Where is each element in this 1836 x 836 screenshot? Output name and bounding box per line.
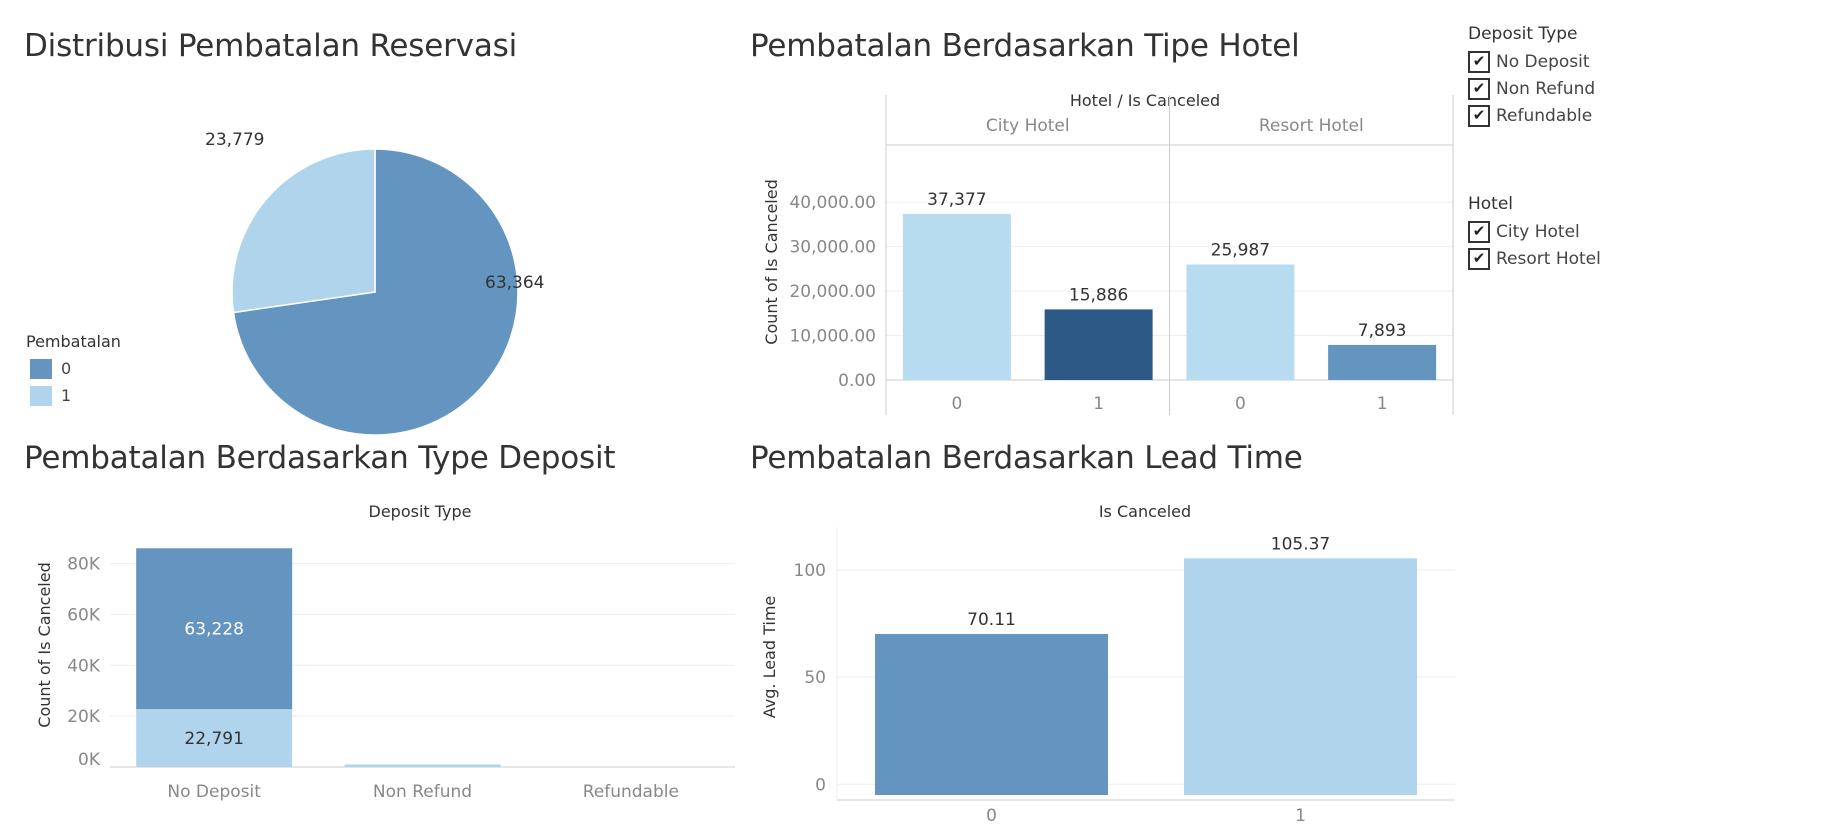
pie-chart: 63,364 23,779 [205,130,544,436]
hotel-bar-value-label: 37,377 [927,190,986,210]
legend-swatch-canceled [30,385,52,406]
checkbox-checked-icon[interactable]: ✔ [1468,247,1490,270]
filter-option-label: Resort Hotel [1496,248,1601,269]
filter-option-city-hotel[interactable]: ✔ City Hotel [1468,218,1601,245]
checkbox-checked-icon[interactable]: ✔ [1468,220,1490,243]
checkbox-checked-icon[interactable]: ✔ [1468,104,1490,127]
hotel-chart-header: Hotel / Is Canceled [1070,91,1220,110]
legend-title: Pembatalan [26,332,121,351]
lead-bar-value-label: 105.37 [1271,534,1330,554]
deposit-type-filter: Deposit Type ✔ No Deposit ✔ Non Refund ✔… [1468,24,1595,129]
hotel-bar-value-label: 7,893 [1358,321,1407,341]
deposit-bar-segment[interactable] [136,709,293,767]
deposit-bar-chart: Deposit Type Count of Is Canceled 0K 20K 4… [35,502,735,802]
hotel-x-tick-label: 1 [1377,394,1388,414]
legend-label: 1 [61,386,72,405]
lead-time-bar-chart: Is Canceled Avg. Lead Time 0 50 100 70.11 0 1… [760,502,1455,826]
hotel-y-axis-title: Count of Is Canceled [762,179,781,344]
pie-slice-canceled[interactable] [231,148,376,314]
deposit-y-tick-label: 0K [78,750,101,770]
filter-option-label: Refundable [1496,105,1593,126]
lead-y-tick-label: 0 [815,775,826,795]
filter-option-non-refund[interactable]: ✔ Non Refund [1468,75,1595,102]
legend-item-not-canceled[interactable]: 0 [26,355,121,382]
lead-x-tick-label: 1 [1295,806,1306,826]
deposit-bar-segment[interactable] [136,548,293,710]
filter-option-label: Non Refund [1496,78,1596,99]
hotel-filter: Hotel ✔ City Hotel ✔ Resort Hotel [1468,194,1601,272]
filter-option-resort-hotel[interactable]: ✔ Resort Hotel [1468,245,1601,272]
pie-legend: Pembatalan 0 1 [26,332,121,409]
filter-option-refundable[interactable]: ✔ Refundable [1468,102,1595,129]
hotel-x-tick-label: 1 [1093,394,1104,414]
lead-bar-value-label: 70.11 [967,610,1016,630]
lead-panel-title: Pembatalan Berdasarkan Lead Time [750,440,1303,476]
deposit-y-tick-label: 20K [67,707,101,727]
deposit-bar-value-label: 22,791 [184,729,243,749]
deposit-bar-value-label: 63,228 [184,620,243,640]
hotel-group-header: Resort Hotel [1259,116,1364,136]
pie-slice-label-canceled: 23,779 [205,130,264,150]
lead-bar[interactable] [875,633,1108,795]
deposit-y-tick-label: 80K [67,555,101,575]
deposit-y-tick-label: 60K [67,605,101,625]
filter-option-label: No Deposit [1496,51,1590,72]
hotel-bar[interactable] [1044,309,1153,380]
hotel-panel-title: Pembatalan Berdasarkan Tipe Hotel [750,28,1300,64]
deposit-y-axis-title: Count of Is Canceled [35,562,54,727]
hotel-bar[interactable] [1328,344,1437,380]
checkbox-checked-icon[interactable]: ✔ [1468,50,1490,73]
legend-swatch-not-canceled [30,358,52,379]
hotel-x-tick-label: 0 [1235,394,1246,414]
hotel-y-tick-label: 20,000.00 [789,282,876,302]
lead-chart-header: Is Canceled [1099,502,1191,521]
deposit-y-tick-label: 40K [67,656,101,676]
hotel-filter-title: Hotel [1468,194,1514,214]
hotel-bar[interactable] [1186,264,1295,380]
hotel-bar-value-label: 15,886 [1069,285,1128,305]
filter-option-label: City Hotel [1496,221,1580,242]
pie-panel-title: Distribusi Pembatalan Reservasi [24,28,517,64]
lead-x-tick-label: 0 [986,806,997,826]
checkbox-checked-icon[interactable]: ✔ [1468,77,1490,100]
hotel-group-header: City Hotel [986,116,1070,136]
hotel-x-tick-label: 0 [951,394,962,414]
deposit-x-tick-label: Non Refund [373,782,472,802]
lead-y-axis-title: Avg. Lead Time [760,596,779,718]
hotel-y-tick-label: 40,000.00 [789,193,876,213]
deposit-bar-segment[interactable] [344,764,501,767]
hotel-y-tick-label: 30,000.00 [789,238,876,258]
legend-item-canceled[interactable]: 1 [26,382,121,409]
deposit-x-tick-label: No Deposit [167,782,261,802]
legend-label: 0 [61,359,72,378]
deposit-x-tick-label: Refundable [583,782,679,802]
lead-y-tick-label: 50 [804,668,826,688]
hotel-bar-value-label: 25,987 [1211,241,1270,261]
deposit-type-filter-title: Deposit Type [1468,24,1578,44]
deposit-chart-header: Deposit Type [369,502,472,521]
pie-slice-label-not-canceled: 63,364 [485,273,544,293]
lead-bar[interactable] [1184,558,1417,795]
hotel-bar-chart: Hotel / Is Canceled Count of Is Canceled… [762,91,1454,415]
hotel-bar[interactable] [902,213,1011,380]
hotel-y-tick-label: 10,000.00 [789,327,876,347]
hotel-y-tick-label: 0.00 [838,371,876,391]
filter-option-no-deposit[interactable]: ✔ No Deposit [1468,48,1595,75]
deposit-panel-title: Pembatalan Berdasarkan Type Deposit [24,440,616,476]
lead-y-tick-label: 100 [794,561,826,581]
